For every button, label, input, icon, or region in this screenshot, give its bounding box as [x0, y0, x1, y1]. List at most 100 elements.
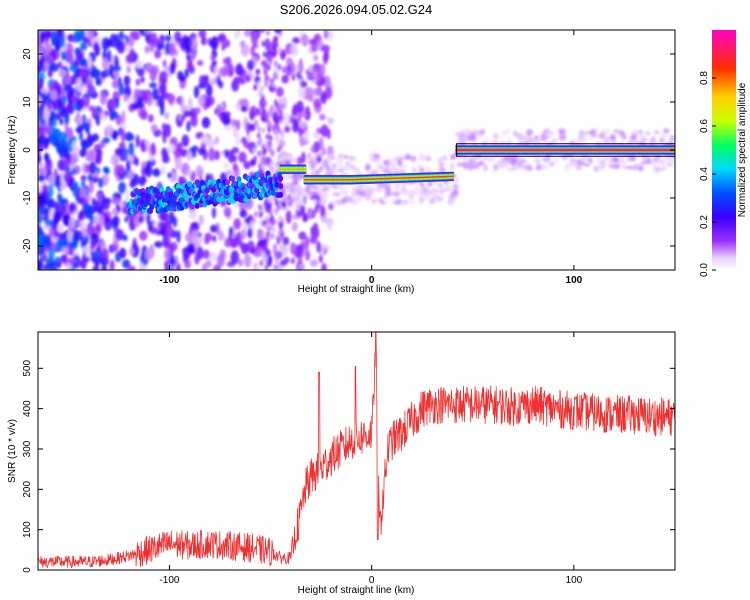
spectrogram-cell [72, 254, 81, 269]
spectrogram-cell [468, 149, 471, 151]
spectrogram-cell [209, 251, 218, 261]
colorbar: 0.00.20.40.60.8 Normalized spectral ampl… [699, 30, 748, 277]
spectrogram-cell [513, 130, 518, 137]
spectrogram-cell [276, 204, 281, 211]
spectrogram-cell [524, 149, 528, 151]
spectrogram-cell [578, 137, 584, 145]
spectrogram-cell [664, 149, 668, 151]
spectrogram-cell [201, 116, 211, 129]
spectrogram-cell [236, 30, 241, 38]
spectrogram-cell [256, 132, 261, 139]
spectrogram-cell [326, 165, 331, 173]
spectrogram-cell [351, 190, 357, 198]
spectrogram-cell [80, 180, 86, 188]
spectrogram-cell [44, 219, 53, 227]
spectrogram-cell [532, 149, 535, 151]
spectrogram-cell [285, 68, 292, 77]
spectrogram-cell [38, 194, 47, 206]
spectrogram-cell [619, 159, 627, 167]
spectrogram-cell [370, 178, 373, 180]
spectrogram-cell [193, 107, 201, 115]
spectrogram-cell [383, 182, 391, 190]
spectrogram-cell [42, 252, 48, 262]
spectrogram-cell [59, 118, 64, 125]
spectrogram-cell [398, 165, 406, 170]
spectrogram-cell [369, 156, 375, 163]
spectrogram-cell [115, 229, 125, 241]
spectrogram-cell [43, 43, 53, 54]
spectrogram-cell [422, 176, 425, 179]
spectrogram-cell [285, 168, 289, 170]
spectrogram-cell [265, 237, 269, 244]
spectrogram-cell [319, 204, 326, 217]
spectrogram-cell [82, 83, 87, 94]
spectrogram-cell [104, 167, 110, 175]
spectrogram-cell [635, 149, 639, 151]
spectrogram-cell [165, 224, 173, 237]
spectrogram-cell [280, 49, 287, 61]
spectrogram-cell [88, 180, 94, 194]
snr-frame [37, 331, 676, 571]
spectrogram-cell [313, 98, 322, 109]
spectrogram-cell [642, 149, 645, 151]
spectrogram-cell [549, 130, 554, 137]
spectrogram-cell [204, 237, 210, 245]
spectrogram-cell [486, 149, 490, 151]
spectrogram-cell [200, 135, 209, 144]
spectrogram-cell [162, 59, 167, 68]
spectrogram-cell [452, 178, 460, 182]
spectrogram-cell [361, 178, 365, 181]
spectrogram-cell [68, 216, 77, 229]
spectrogram-cell [75, 114, 83, 125]
spectrogram-cell [38, 185, 43, 193]
spectrogram-cell [343, 155, 349, 160]
spectrogram-cell [669, 135, 675, 140]
spectrogram-cell [278, 175, 284, 182]
spectrogram-cell [292, 168, 295, 170]
spectrogram-cell [349, 164, 356, 171]
spectrogram-cell [275, 73, 279, 80]
spectrogram-cell [119, 247, 127, 259]
spectrogram-cell [465, 149, 468, 151]
spectrogram-cell [638, 166, 644, 172]
spectrogram-x-tick-label: 100 [566, 275, 583, 286]
spectrogram-cell [252, 192, 258, 199]
spectrogram-cell [419, 186, 427, 191]
snr-y-label: SNR (10 * v/v) [7, 419, 18, 483]
spectrogram-cell [360, 178, 363, 181]
spectrogram-cell [427, 176, 430, 178]
spectrogram-cell [259, 260, 263, 267]
spectrogram-cell [379, 178, 382, 180]
spectrogram-cell [233, 218, 242, 230]
spectrogram-cell [275, 118, 280, 125]
spectrogram-cell [311, 179, 314, 181]
spectrogram-cell [349, 157, 358, 162]
spectrogram-cell [66, 229, 74, 243]
spectrogram-cell [667, 149, 670, 151]
spectrogram-cell [54, 201, 59, 213]
spectrogram-cell [264, 140, 268, 147]
spectrogram-cell [52, 211, 62, 224]
spectrogram-cell [271, 226, 276, 233]
spectrogram-cell [445, 175, 448, 178]
spectrogram-cell [168, 210, 175, 225]
spectrogram-cell [80, 41, 88, 51]
spectrogram-cell [412, 177, 415, 179]
spectrogram-cell [74, 47, 82, 56]
spectrogram-cell [354, 178, 357, 181]
spectrogram-cell [601, 157, 607, 165]
spectrogram-cell [418, 190, 423, 197]
spectrogram-cell [429, 176, 433, 178]
spectrogram-cell [482, 164, 488, 172]
spectrogram-cell [321, 179, 324, 181]
spectrogram-cell [280, 231, 285, 238]
spectrogram-cell [63, 157, 70, 169]
spectrogram-cell [139, 230, 148, 241]
spectrogram-cell [86, 76, 94, 86]
spectrogram-cell [44, 234, 52, 246]
spectrogram-cell [457, 162, 462, 167]
spectrogram-cell [279, 114, 284, 121]
spectrogram-cell [297, 168, 300, 170]
spectrogram-cell [129, 216, 135, 228]
spectrogram-cell [260, 84, 264, 91]
